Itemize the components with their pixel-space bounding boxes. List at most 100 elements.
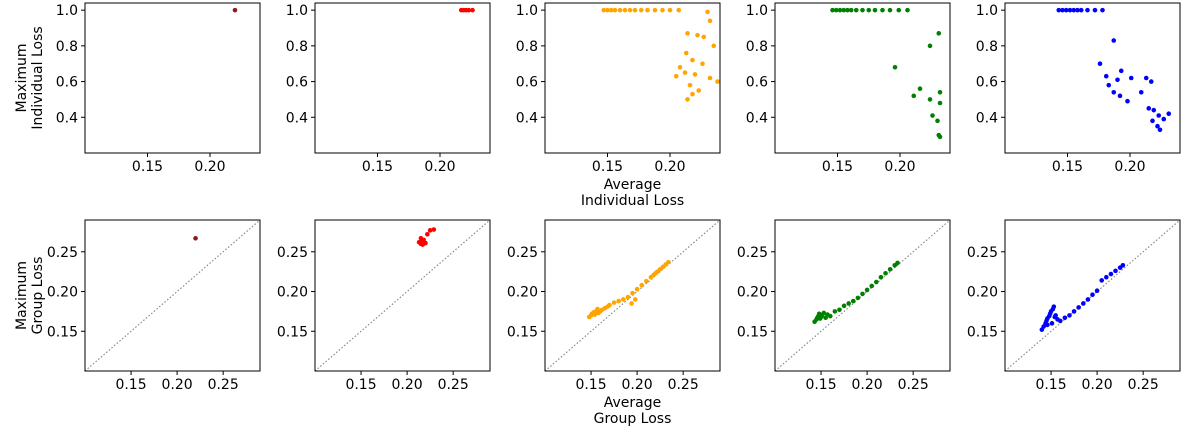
data-point xyxy=(685,97,690,102)
x-tick-label: 0.20 xyxy=(1082,377,1113,393)
panel-r1-c4: 0.15 0.20 0.4 0.6 0.8 1.0 xyxy=(746,2,951,175)
y-tick-label: 0.15 xyxy=(507,324,538,340)
data-point xyxy=(827,313,833,319)
row2-y-axis-label: MaximumGroup Loss xyxy=(14,257,46,335)
y-tick-label: 1.0 xyxy=(516,3,538,19)
data-point xyxy=(1103,73,1109,79)
data-point xyxy=(644,278,649,284)
x-tick-label: 0.15 xyxy=(1035,377,1066,393)
y-tick-label: 0.15 xyxy=(47,324,78,340)
data-point xyxy=(1052,314,1058,320)
x-tick-label: 0.20 xyxy=(1114,159,1145,175)
data-point xyxy=(830,7,835,13)
data-point xyxy=(855,295,861,301)
axes-frame xyxy=(774,2,951,154)
data-point xyxy=(660,7,665,13)
data-point xyxy=(1111,38,1117,43)
data-point xyxy=(850,298,856,304)
data-point xyxy=(1113,268,1118,274)
data-point xyxy=(1076,305,1081,310)
data-point xyxy=(677,64,683,70)
data-point xyxy=(690,57,695,63)
data-point xyxy=(1094,288,1100,294)
data-point xyxy=(639,282,645,288)
data-point xyxy=(1051,304,1057,309)
data-point xyxy=(1100,7,1105,13)
y-tick-label: 0.25 xyxy=(967,245,998,261)
y-tick-label: 0.20 xyxy=(277,285,308,301)
data-point xyxy=(1097,61,1103,67)
data-point xyxy=(1148,79,1154,84)
data-point xyxy=(1075,7,1080,13)
data-point xyxy=(878,274,884,280)
data-point xyxy=(853,7,859,13)
data-point xyxy=(917,86,923,92)
x-tick-label: 0.15 xyxy=(575,377,606,393)
data-point xyxy=(1118,68,1124,74)
y-tick-label: 0.15 xyxy=(277,324,308,340)
axes-frame xyxy=(84,2,261,154)
y-tick-label: 1.0 xyxy=(286,3,308,19)
data-point xyxy=(1071,7,1077,13)
data-point xyxy=(841,303,847,309)
data-point xyxy=(869,283,875,289)
data-point xyxy=(872,7,878,13)
data-point xyxy=(616,298,621,304)
data-point xyxy=(1078,7,1084,13)
y-tick-label: 0.8 xyxy=(286,39,308,55)
data-point xyxy=(1157,127,1163,133)
data-point xyxy=(431,227,437,232)
data-point xyxy=(632,7,638,13)
data-point xyxy=(860,291,865,297)
data-point xyxy=(418,235,424,241)
diagonal-line xyxy=(314,219,491,372)
data-point xyxy=(887,7,893,13)
data-point xyxy=(695,32,700,38)
data-point xyxy=(673,73,679,79)
x-tick-label: 0.15 xyxy=(822,159,853,175)
panel-r2-c5: 0.15 0.20 0.25 0.15 0.20 0.25 xyxy=(967,219,1181,393)
data-point xyxy=(466,7,472,13)
data-point xyxy=(627,7,633,13)
data-point xyxy=(911,93,917,99)
data-point xyxy=(937,134,943,140)
y-tick-label: 0.25 xyxy=(507,245,538,261)
data-point xyxy=(1085,297,1091,302)
data-point xyxy=(935,118,940,124)
x-tick-label: 0.15 xyxy=(1052,159,1083,175)
y-tick-label: 0.20 xyxy=(967,285,998,301)
data-point xyxy=(887,266,893,272)
y-tick-label: 0.15 xyxy=(737,324,768,340)
data-point xyxy=(1151,107,1157,113)
data-point xyxy=(1067,313,1072,318)
data-point xyxy=(1111,89,1117,95)
data-point xyxy=(880,7,885,13)
data-point xyxy=(682,70,688,75)
y-tick-label: 1.0 xyxy=(976,3,998,19)
data-point xyxy=(715,79,720,84)
y-tick-label: 0.25 xyxy=(737,245,768,261)
x-tick-label: 0.20 xyxy=(162,377,193,393)
data-point xyxy=(601,7,607,13)
data-point xyxy=(845,7,850,13)
data-point xyxy=(1063,7,1069,13)
data-point xyxy=(848,7,854,13)
y-tick-label: 0.25 xyxy=(277,245,308,261)
data-point xyxy=(905,7,910,13)
data-point xyxy=(1125,98,1130,104)
y-axis-label-line: Group Loss xyxy=(30,257,46,335)
data-point xyxy=(622,7,628,13)
diagonal-line xyxy=(84,219,261,372)
data-point xyxy=(676,7,682,13)
axes-frame xyxy=(84,219,261,372)
y-tick-label: 0.6 xyxy=(516,75,538,91)
x-tick-label: 0.15 xyxy=(805,377,836,393)
data-point xyxy=(707,75,713,81)
data-point xyxy=(1062,315,1068,321)
data-point xyxy=(607,302,612,308)
data-point xyxy=(1049,321,1055,326)
y-tick-label: 0.8 xyxy=(976,39,998,55)
data-point xyxy=(692,72,698,77)
y-tick-label: 0.4 xyxy=(286,110,308,126)
